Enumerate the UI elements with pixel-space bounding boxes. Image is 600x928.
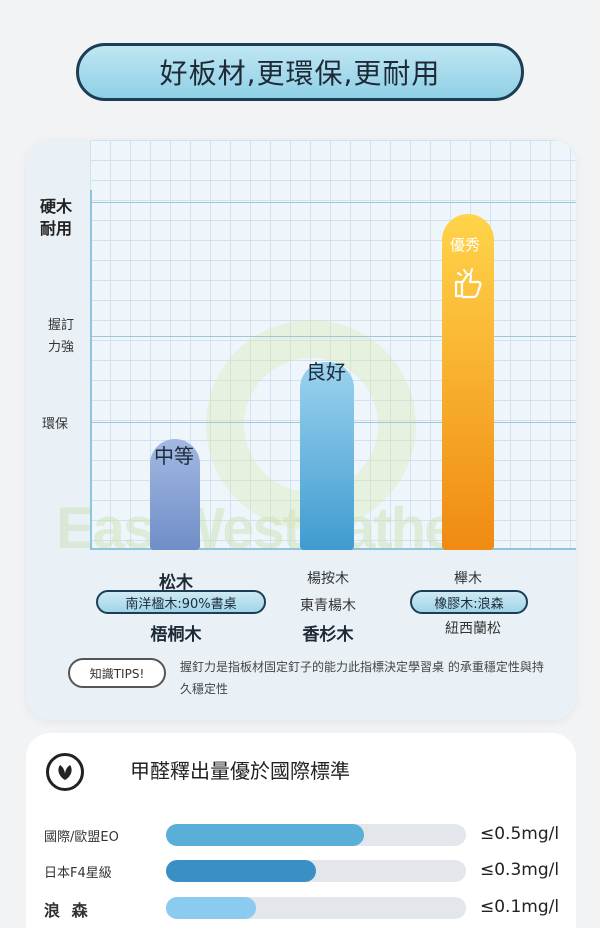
bar-label-good: 良好 bbox=[306, 360, 346, 384]
tips-description: 握釘力是指板材固定釘子的能力此指標決定學習桌 的承重穩定性與持久穩定性 bbox=[180, 660, 544, 696]
emission-fill-eu bbox=[166, 824, 364, 846]
page-title-banner: 好板材,更環保,更耐用 bbox=[76, 43, 524, 101]
y-label-top-line2: 耐用 bbox=[40, 219, 73, 238]
material-poplar: 東青楊木 bbox=[300, 598, 356, 614]
y-label-top: 硬木 耐用 bbox=[40, 196, 72, 240]
row-value-japan: ≤0.3mg/l bbox=[480, 860, 560, 880]
material-pill-falcata: 南洋楹木:90%書桌 bbox=[96, 590, 266, 614]
material-pill-rubberwood-text: 橡膠木:浪森 bbox=[434, 596, 504, 612]
page-title: 好板材,更環保,更耐用 bbox=[159, 57, 441, 90]
y-label-mid: 握訂 力強 bbox=[48, 315, 74, 359]
material-nz-pine: 紐西蘭松 bbox=[445, 621, 501, 637]
bar-label-medium: 中等 bbox=[154, 444, 194, 468]
leaf-icon bbox=[46, 753, 84, 791]
material-fir: 香杉木 bbox=[302, 625, 354, 645]
tips-badge-text: 知識TIPS! bbox=[89, 666, 145, 681]
bar-medium bbox=[150, 439, 200, 550]
material-beech: 櫸木 bbox=[454, 571, 482, 587]
emission-track-eu bbox=[166, 824, 466, 846]
emission-track-langsen bbox=[166, 897, 466, 919]
gridline-mid bbox=[90, 336, 576, 337]
comparison-chart-card: EastWestGather 硬木 耐用 握訂 力強 環保 中等 良好 優秀 松… bbox=[26, 140, 576, 720]
bar-excellent bbox=[442, 214, 494, 550]
y-axis bbox=[90, 190, 92, 550]
emission-fill-langsen bbox=[166, 897, 256, 919]
row-value-langsen: ≤0.1mg/l bbox=[480, 897, 560, 917]
row-label-eu: 國際/歐盟EO bbox=[44, 830, 119, 845]
y-label-top-line1: 硬木 bbox=[40, 197, 73, 216]
material-paulownia: 梧桐木 bbox=[150, 625, 202, 645]
material-eucalyptus: 楊按木 bbox=[307, 571, 349, 587]
material-pine: 松木 bbox=[159, 573, 193, 593]
emission-track-japan bbox=[166, 860, 466, 882]
thumbs-up-icon bbox=[452, 268, 484, 304]
bar-good bbox=[300, 362, 354, 550]
row-label-japan: 日本F4星級 bbox=[44, 866, 112, 881]
emission-fill-japan bbox=[166, 860, 316, 882]
gridline-top bbox=[90, 202, 576, 203]
row-label-langsen: 浪 森 bbox=[44, 901, 91, 920]
bar-label-excellent: 優秀 bbox=[450, 236, 481, 254]
tips-badge: 知識TIPS! bbox=[68, 658, 166, 688]
material-pill-rubberwood: 橡膠木:浪森 bbox=[410, 590, 528, 614]
material-pill-falcata-text: 南洋楹木:90%書桌 bbox=[125, 596, 237, 612]
y-label-low: 環保 bbox=[42, 417, 69, 432]
emission-title: 甲醛釋出量優於國際標準 bbox=[130, 759, 350, 783]
row-value-eu: ≤0.5mg/l bbox=[480, 824, 560, 844]
watermark-text: EastWestGather bbox=[56, 496, 477, 561]
y-label-mid-line1: 握訂 bbox=[48, 318, 75, 333]
y-label-mid-line2: 力強 bbox=[48, 340, 75, 355]
